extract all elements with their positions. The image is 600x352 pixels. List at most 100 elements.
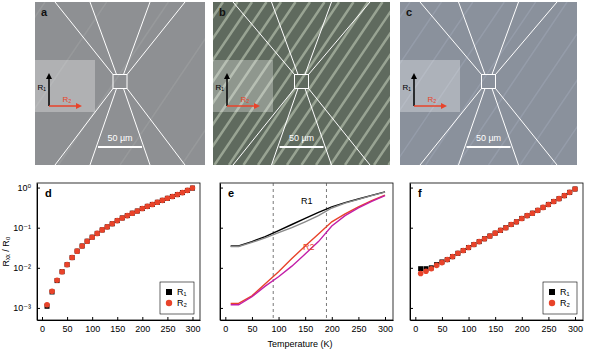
tick	[220, 268, 223, 269]
contact-line	[90, 89, 117, 166]
data-point	[557, 196, 562, 201]
data-point	[125, 213, 130, 218]
tick: 0	[223, 317, 228, 334]
data-point	[120, 215, 125, 220]
data-point	[487, 234, 492, 239]
texture	[400, 2, 504, 165]
tick-label: 50	[247, 324, 257, 334]
tick-mark	[522, 317, 523, 320]
tick: 200	[325, 317, 340, 334]
tick-label: 300	[568, 324, 583, 334]
chart: 050100150200250300R1R2eTemperature (K)	[220, 183, 394, 349]
data-point	[150, 202, 156, 208]
data-point	[129, 210, 135, 216]
tick-mark	[415, 317, 416, 320]
data-point	[165, 196, 170, 201]
data-point	[65, 262, 70, 267]
tick: 300	[568, 317, 583, 334]
tick-label: 300	[185, 324, 200, 334]
tick: 50	[63, 317, 73, 334]
data-point	[180, 190, 185, 195]
data-point	[190, 186, 195, 191]
arrow-label: R₁	[403, 83, 412, 92]
tick: 100	[85, 317, 100, 334]
data-point	[535, 208, 540, 213]
data-point	[455, 251, 460, 256]
contact-line	[459, 2, 486, 75]
data-point	[140, 206, 145, 211]
micrograph: R₁R₂b50 µm	[113, 2, 586, 165]
data-point	[471, 242, 476, 247]
texture	[345, 2, 390, 165]
legend-box	[160, 282, 194, 314]
tick-label: 10⁻³	[13, 303, 31, 313]
axis-line	[220, 184, 221, 321]
contact-line	[90, 2, 117, 75]
scale-bar	[467, 146, 511, 148]
data-point	[503, 225, 509, 231]
texture	[457, 2, 567, 165]
contact-line	[272, 2, 299, 75]
data-point	[99, 227, 105, 233]
data-point	[85, 239, 90, 244]
data-point	[170, 194, 175, 199]
texture	[258, 2, 368, 165]
panel-label: b	[219, 6, 226, 18]
tick-mark	[252, 317, 253, 320]
x-axis: 050100150200250300	[411, 317, 584, 334]
series-line	[231, 192, 385, 246]
data-point	[95, 231, 100, 236]
tick-mark	[410, 308, 413, 309]
tick: 150	[110, 317, 125, 334]
tick-mark	[575, 317, 576, 320]
tick-label: 150	[110, 324, 125, 334]
arrow	[413, 76, 415, 106]
arrow-head	[411, 73, 417, 79]
tick-mark	[410, 268, 413, 269]
tick: 10⁻²	[13, 263, 40, 273]
data-point	[165, 196, 171, 202]
data-point	[556, 196, 562, 202]
tick: 250	[351, 317, 366, 334]
data-point	[185, 188, 191, 194]
legend: R₁R₂	[160, 282, 194, 314]
data-point	[104, 224, 110, 230]
data-point	[573, 187, 578, 192]
data-point	[509, 222, 514, 227]
plot-frame	[220, 183, 393, 320]
tick-mark	[279, 317, 280, 320]
tick-mark	[548, 317, 549, 320]
arrow-label: R₁	[216, 83, 225, 92]
contact-line	[55, 89, 113, 166]
tick: 250	[541, 317, 556, 334]
tick-mark	[410, 228, 413, 229]
tick	[220, 188, 223, 189]
texture	[389, 2, 391, 165]
tick-label: 150	[488, 324, 503, 334]
data-point	[541, 205, 546, 210]
data-point	[551, 199, 556, 204]
texture	[182, 2, 205, 165]
tick	[410, 268, 413, 269]
data-point	[445, 257, 450, 262]
texture	[120, 2, 205, 165]
data-point	[418, 266, 423, 271]
tick-mark	[192, 317, 193, 320]
arrow	[227, 105, 257, 107]
data-point	[160, 198, 165, 203]
tick-mark	[37, 268, 40, 269]
arrow	[49, 105, 79, 107]
panel-label: d	[45, 187, 52, 199]
data-point	[50, 289, 55, 294]
data-point	[115, 218, 120, 223]
tick-mark	[305, 317, 306, 320]
data-point	[519, 216, 525, 222]
arrow	[226, 76, 228, 106]
data-point	[434, 263, 440, 269]
contact-line	[127, 2, 185, 75]
plot-frame	[37, 183, 200, 320]
tick-mark	[117, 317, 118, 320]
data-point	[567, 190, 572, 195]
data-point	[487, 233, 493, 239]
tick-label: 250	[160, 324, 175, 334]
